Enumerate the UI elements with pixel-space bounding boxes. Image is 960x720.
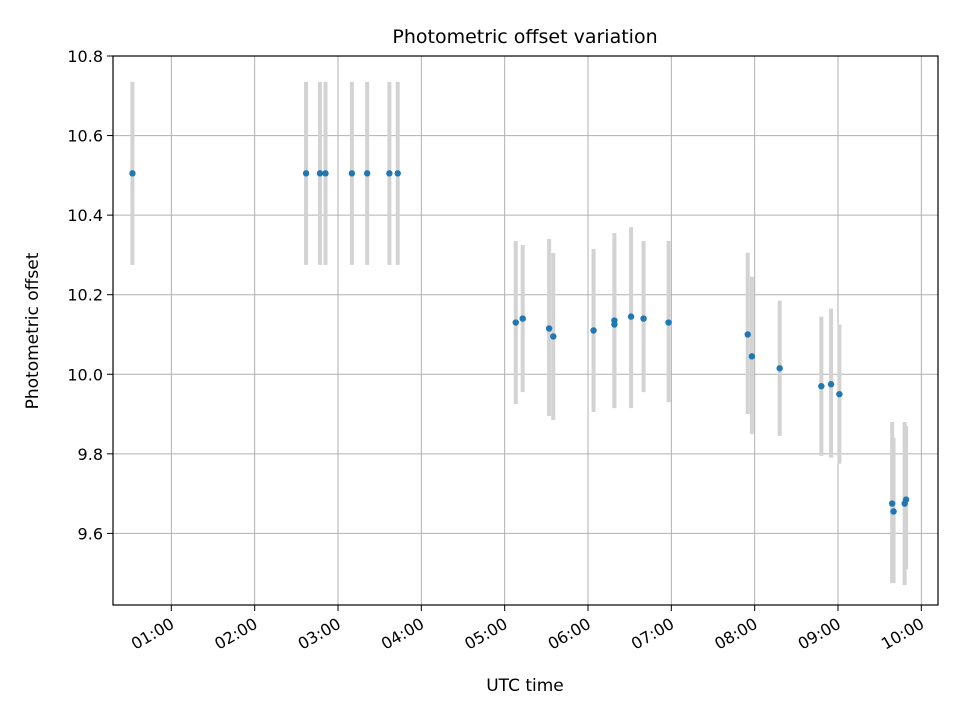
data-point — [665, 319, 672, 326]
data-point — [550, 333, 557, 340]
data-point — [519, 315, 526, 322]
data-point — [512, 319, 519, 326]
data-point — [890, 508, 897, 515]
y-tick-label: 10.2 — [67, 286, 103, 305]
data-point — [129, 170, 136, 177]
y-axis-title: Photometric offset — [23, 252, 43, 409]
data-point — [744, 331, 751, 338]
data-point — [827, 381, 835, 388]
y-axis: 9.6 9.8 10.0 10.2 10.4 10.6 10.8 — [67, 47, 113, 543]
data-point — [818, 382, 825, 390]
data-point — [888, 500, 896, 507]
y-tick-label: 10.6 — [67, 127, 103, 146]
data-points — [129, 170, 910, 515]
chart-title: Photometric offset variation — [392, 26, 657, 48]
data-point — [545, 325, 553, 332]
data-point — [836, 390, 843, 398]
data-point — [748, 353, 756, 360]
data-point — [322, 170, 329, 177]
data-point — [363, 170, 371, 177]
data-point — [394, 170, 401, 177]
data-point — [302, 170, 310, 177]
data-point — [590, 327, 597, 334]
plot-frame — [112, 55, 939, 606]
y-tick-label: 9.8 — [78, 445, 103, 464]
data-point — [386, 170, 393, 177]
data-point — [902, 496, 910, 503]
y-tick-label: 10.4 — [67, 206, 103, 225]
data-point — [348, 170, 356, 177]
y-tick-label: 10.8 — [67, 47, 103, 66]
data-point — [627, 313, 635, 320]
y-tick-label: 9.6 — [78, 524, 103, 543]
data-point — [611, 321, 618, 328]
data-point — [640, 315, 647, 322]
data-point — [776, 365, 783, 372]
x-axis-title: UTC time — [486, 676, 564, 696]
data-point — [316, 170, 324, 177]
y-tick-label: 10.0 — [67, 365, 103, 384]
